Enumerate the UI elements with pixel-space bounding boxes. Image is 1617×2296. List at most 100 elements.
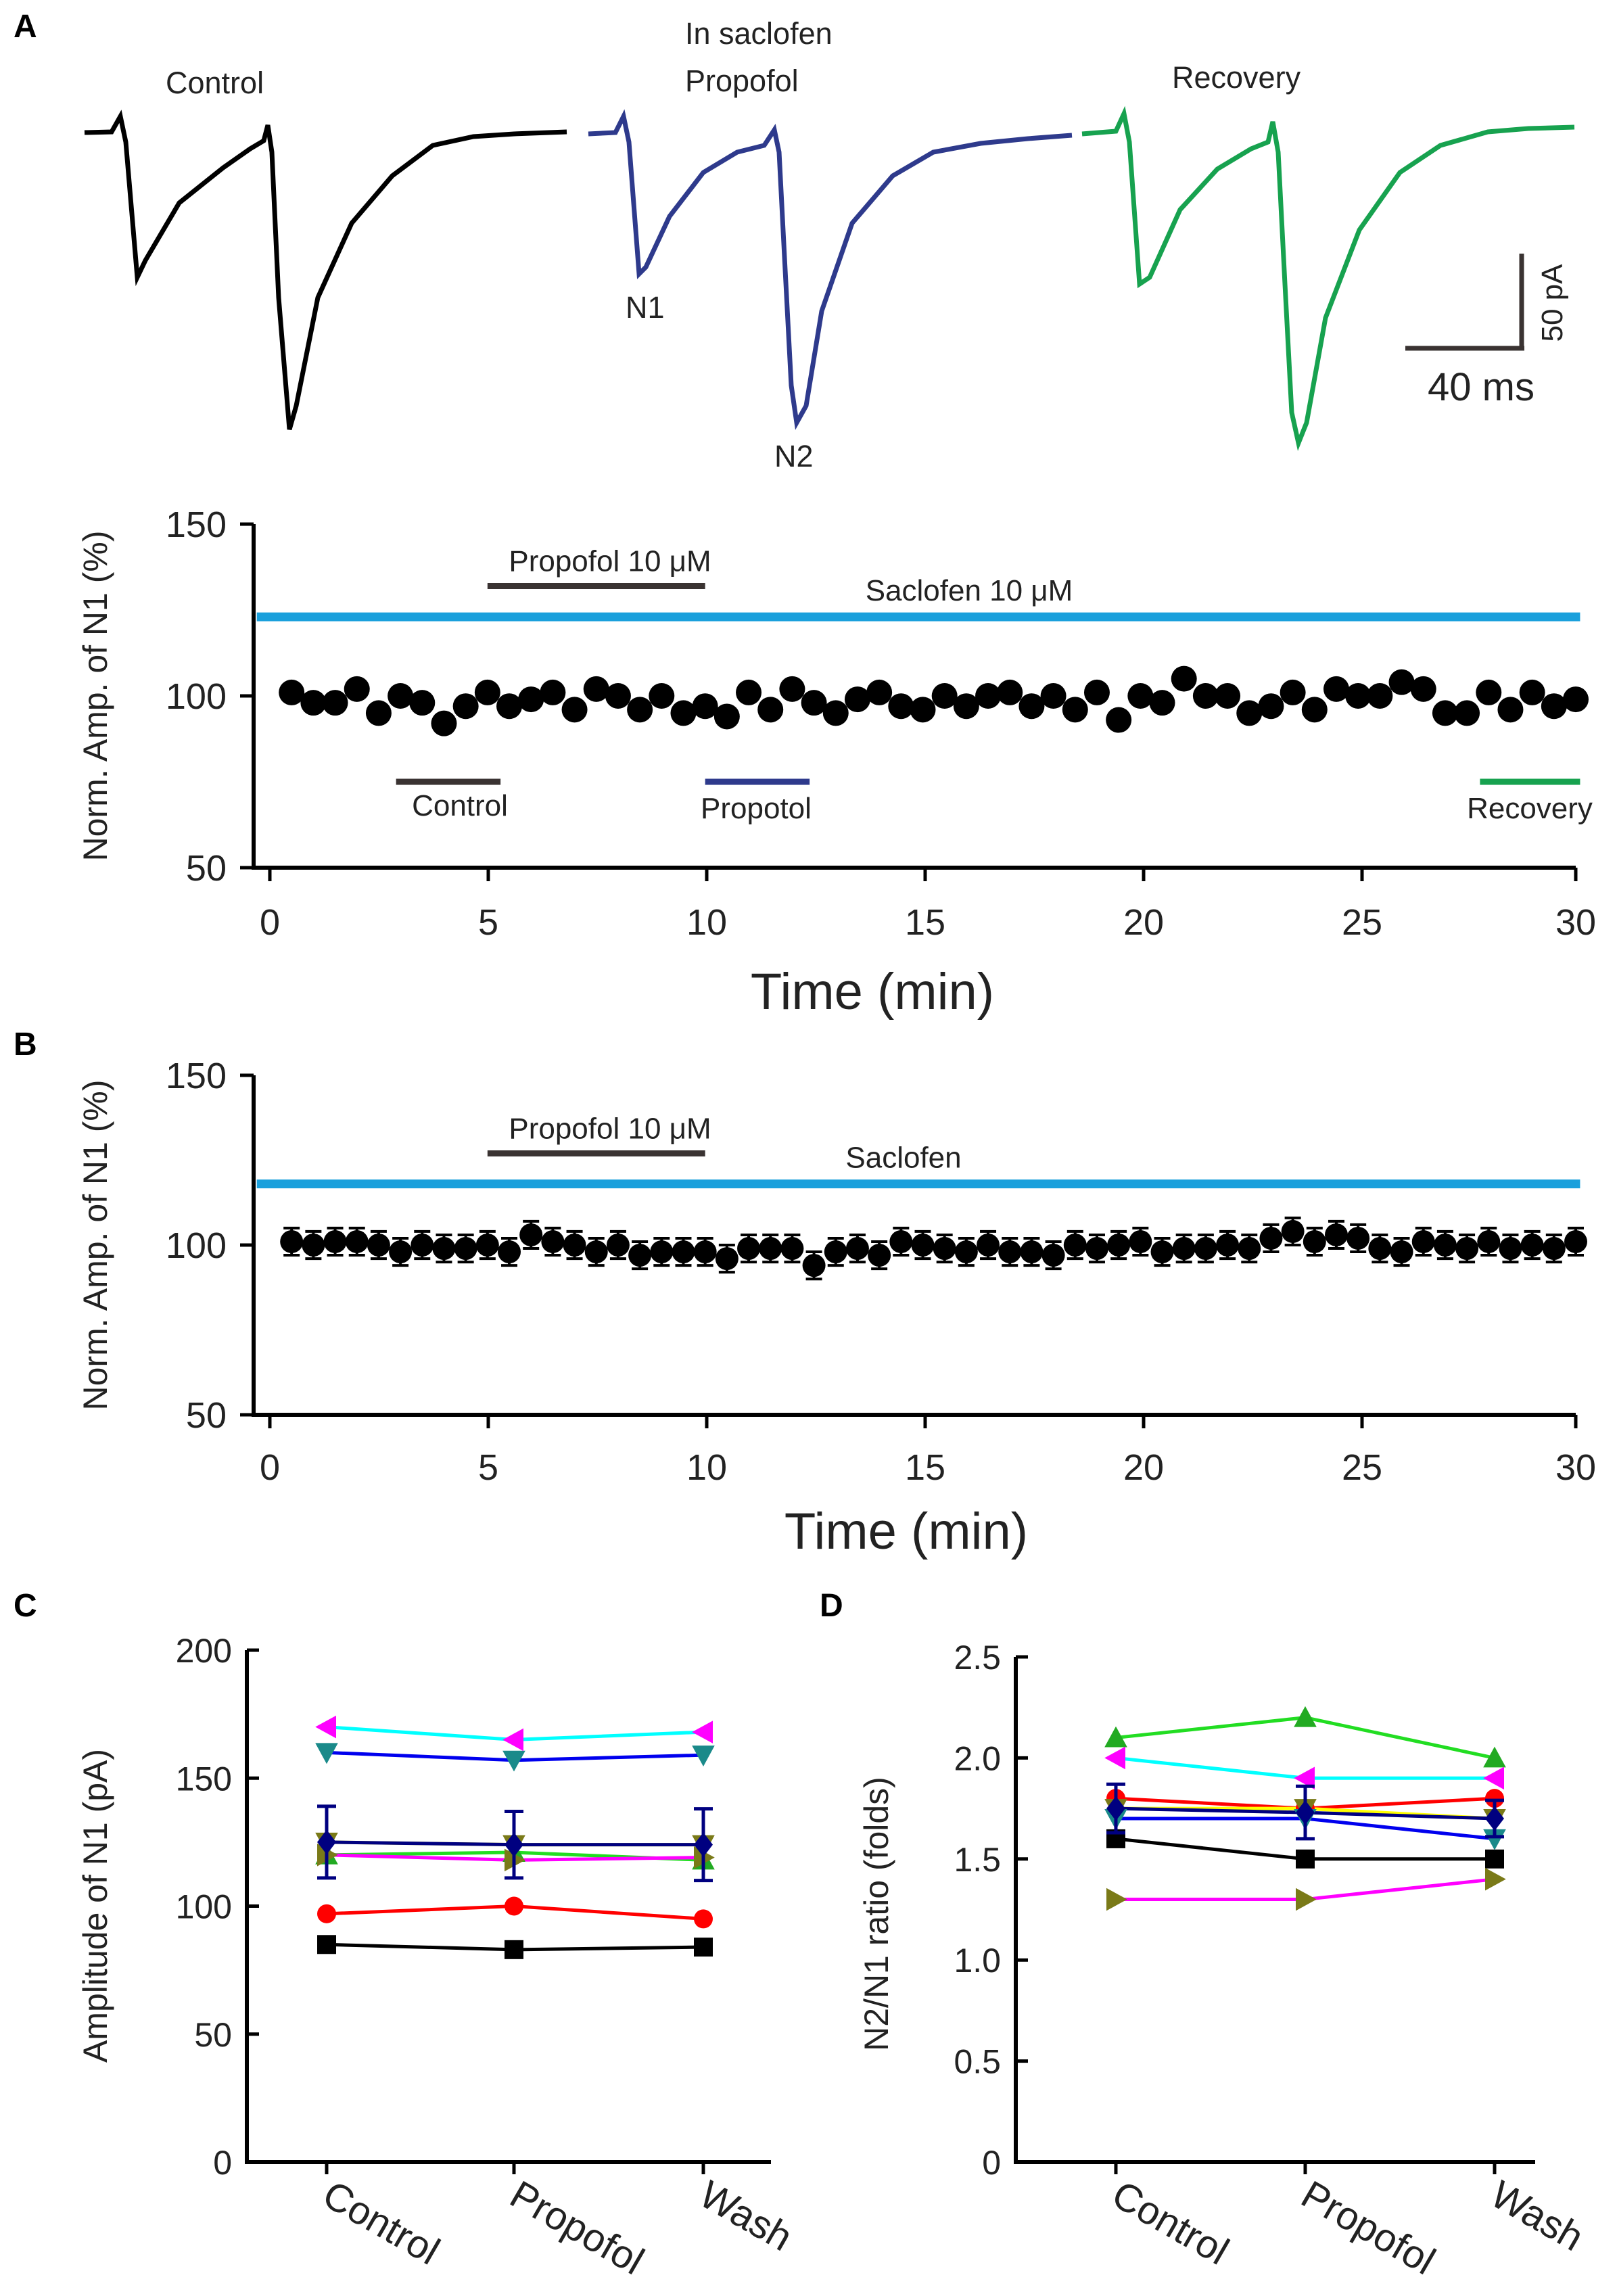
c-series [315, 1715, 715, 1959]
timecourse-points [279, 665, 1589, 736]
y-tick-label: 0 [213, 2144, 232, 2182]
data-point [432, 1237, 456, 1261]
data-point [583, 676, 609, 702]
scale-bar-time-label: 40 ms [1428, 365, 1534, 409]
data-point [975, 683, 1002, 709]
y-tick-label: 100 [166, 1225, 227, 1266]
data-point [977, 1234, 1000, 1257]
x-tick-label: 0 [260, 1447, 280, 1488]
data-point [280, 1229, 304, 1253]
data-point [389, 1240, 413, 1264]
data-point [1432, 700, 1458, 726]
data-point [1127, 683, 1154, 709]
x-tick-label: 5 [478, 902, 498, 943]
x-tick-label: Wash [1484, 2172, 1591, 2259]
y-axis-title: Amplitude of N1 (pA) [76, 1749, 114, 2063]
y-tick-label: 50 [186, 1395, 227, 1436]
marker-diamond [694, 1832, 713, 1857]
data-point [1345, 683, 1372, 709]
data-point [563, 1234, 586, 1257]
d-ticks: 0 0.5 1.0 1.5 2.0 2.5 Control Propofol Wash [954, 1639, 1591, 2283]
marker-square [317, 1935, 336, 1954]
marker-square [1485, 1849, 1504, 1869]
data-point [1040, 683, 1067, 709]
data-point [454, 1237, 477, 1261]
data-point [1083, 679, 1110, 705]
data-point [540, 679, 566, 705]
data-point [933, 1237, 956, 1261]
data-point [323, 1229, 347, 1253]
data-point [300, 690, 327, 716]
data-point [474, 679, 500, 705]
data-point [1477, 1229, 1501, 1253]
x-tick-label: 20 [1123, 902, 1164, 943]
data-point [1519, 679, 1545, 705]
data-point [345, 1229, 369, 1253]
data-point [322, 690, 348, 716]
y-axis-title: Norm. Amp. of N1 (%) [76, 1080, 114, 1411]
data-point [866, 679, 893, 705]
data-point [713, 703, 740, 730]
bar-label: Control [412, 789, 508, 822]
data-point [824, 1240, 847, 1264]
data-point [997, 679, 1023, 705]
y-ticks: 50 100 150 [166, 1056, 254, 1436]
trace-label-n2: N2 [774, 439, 814, 473]
timecourse-points [280, 1216, 1587, 1281]
x-tick-label: 10 [686, 1447, 727, 1488]
data-point [693, 1240, 717, 1264]
data-point [1563, 686, 1589, 713]
x-tick-label: 25 [1342, 902, 1382, 943]
x-axis-title: Time (min) [751, 963, 994, 1021]
data-point [779, 676, 805, 702]
data-point [584, 1240, 608, 1264]
marker-triangle-down [692, 1746, 715, 1766]
data-point [1192, 683, 1219, 709]
data-point [1390, 1240, 1413, 1264]
trace-label-recovery: Recovery [1172, 60, 1301, 95]
data-point [1236, 700, 1263, 726]
data-point [1433, 1234, 1457, 1257]
y-tick-label: 150 [176, 1760, 232, 1798]
plot-c-amplitude: Amplitude of N1 (pA) 0 50 100 150 200 Control… [76, 1632, 800, 2283]
y-tick-label: 100 [176, 1888, 232, 1926]
marker-triangle-right [1106, 1888, 1127, 1911]
data-point [1259, 1226, 1283, 1250]
data-point [606, 1234, 630, 1257]
data-point [1454, 700, 1480, 726]
marker-diamond [1296, 1800, 1315, 1825]
data-point [1215, 683, 1241, 709]
bar-label: Propotol [701, 792, 812, 825]
marker-triangle-right [1485, 1867, 1506, 1891]
data-point [365, 700, 392, 726]
data-point [1301, 697, 1328, 723]
marker-triangle-right [1296, 1888, 1317, 1911]
y-tick-label: 0.5 [954, 2043, 1001, 2081]
data-point [998, 1240, 1022, 1264]
marker-circle [505, 1896, 523, 1916]
data-point [1542, 1237, 1566, 1261]
y-tick-label: 150 [166, 1056, 227, 1096]
panel-letter-c: C [14, 1588, 37, 1624]
data-point [910, 697, 936, 723]
data-point [649, 683, 675, 709]
data-point [822, 700, 849, 726]
timecourse-bars: Propofol 10 μM Saclofen 10 μM Control Propo… [256, 544, 1593, 825]
data-point [868, 1244, 891, 1267]
data-point [1388, 669, 1415, 695]
data-point [519, 1223, 543, 1246]
data-point [561, 697, 588, 723]
x-tick-label: Wash [693, 2172, 800, 2259]
data-point [1018, 693, 1045, 720]
x-tick-label: Propofol [503, 2172, 652, 2283]
marker-triangle-up [1104, 1726, 1127, 1748]
data-point [715, 1247, 739, 1271]
data-point [1171, 665, 1197, 692]
trace-label-control: Control [166, 66, 264, 100]
data-point [650, 1240, 674, 1264]
marker-triangle-left [692, 1720, 713, 1743]
marker-triangle-up [1294, 1706, 1317, 1727]
data-point [1085, 1237, 1108, 1261]
data-point [1367, 683, 1393, 709]
marker-triangle-down [1483, 1829, 1506, 1850]
